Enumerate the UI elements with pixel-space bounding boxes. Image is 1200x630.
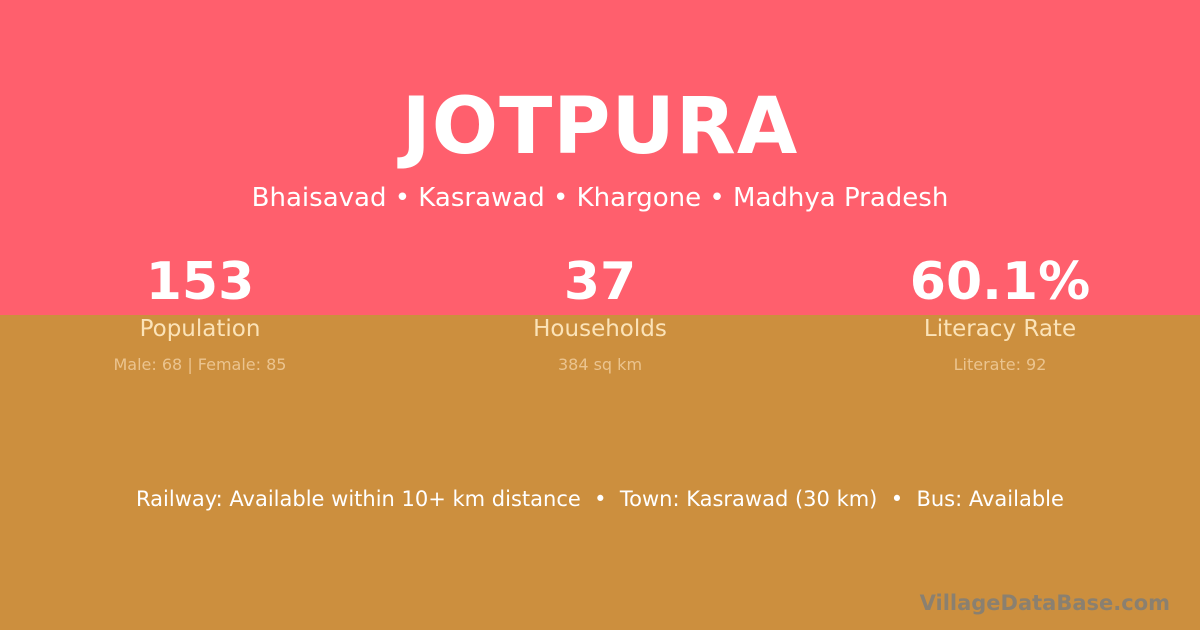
watermark-logo: VillageDataBase.com <box>919 591 1170 615</box>
header-band <box>0 0 1200 315</box>
stat-value: 37 <box>563 252 637 312</box>
stat-detail: 384 sq km <box>557 355 643 374</box>
village-title: JOTPURA <box>401 82 799 172</box>
stat-detail: Literate: 92 <box>953 355 1047 374</box>
stat-value: 153 <box>145 252 255 312</box>
stat-label: Households <box>533 316 667 342</box>
connectivity-info: Railway: Available within 10+ km distanc… <box>136 487 1064 511</box>
stat-label: Literacy Rate <box>923 316 1077 342</box>
stat-value: 60.1% <box>909 252 1091 312</box>
stat-label: Population <box>139 316 261 342</box>
stat-detail: Male: 68 | Female: 85 <box>113 355 287 374</box>
location-breadcrumb: Bhaisavad • Kasrawad • Khargone • Madhya… <box>251 183 949 213</box>
